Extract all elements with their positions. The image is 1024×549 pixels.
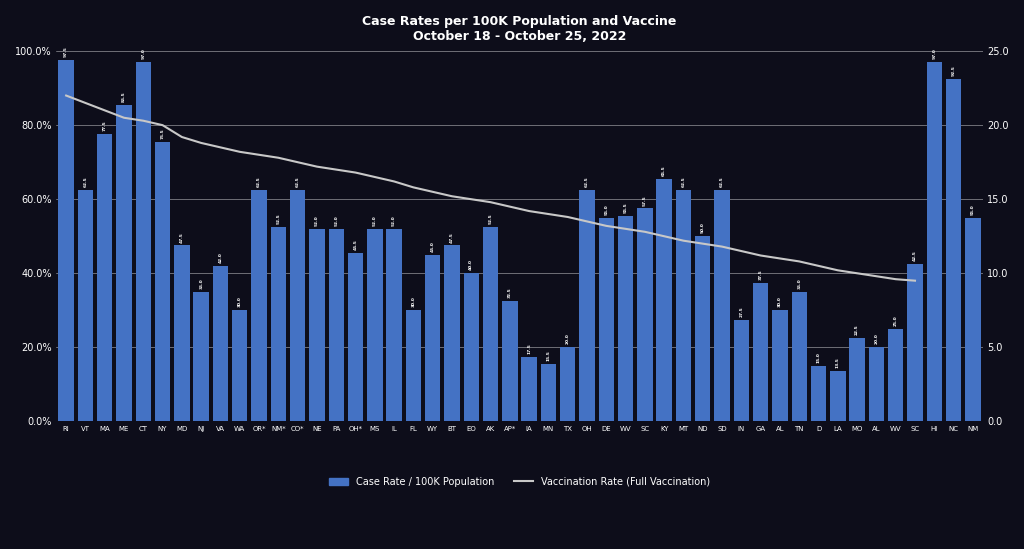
Text: 62.5: 62.5 [720, 176, 724, 187]
Bar [599, 218, 614, 422]
Bar [966, 218, 981, 422]
Legend: Case Rate / 100K Population, Vaccination Rate (Full Vaccination): Case Rate / 100K Population, Vaccination… [325, 473, 714, 491]
Bar [309, 229, 325, 422]
Bar [251, 190, 267, 422]
Bar [97, 135, 113, 422]
Text: 52.0: 52.0 [334, 215, 338, 226]
Text: 65.5: 65.5 [663, 165, 667, 176]
Bar [425, 255, 440, 422]
Bar [58, 60, 74, 422]
Bar [194, 292, 209, 422]
Bar [907, 264, 923, 422]
Bar [656, 179, 672, 422]
Text: 62.5: 62.5 [682, 176, 685, 187]
Text: 92.5: 92.5 [951, 65, 955, 76]
Text: 52.5: 52.5 [488, 214, 493, 224]
Title: Case Rates per 100K Population and Vaccine
October 18 - October 25, 2022: Case Rates per 100K Population and Vacci… [362, 15, 677, 43]
Text: 97.0: 97.0 [932, 48, 936, 59]
Bar [541, 364, 556, 422]
Bar [78, 190, 93, 422]
Bar [521, 357, 537, 422]
Text: 55.5: 55.5 [624, 202, 628, 213]
Text: 25.0: 25.0 [894, 315, 898, 326]
Text: 77.5: 77.5 [102, 121, 106, 131]
Bar [502, 301, 517, 422]
Bar [348, 253, 364, 422]
Bar [830, 371, 846, 422]
Text: 32.5: 32.5 [508, 288, 512, 298]
Text: 52.0: 52.0 [373, 215, 377, 226]
Text: 40.0: 40.0 [469, 259, 473, 270]
Bar [367, 229, 383, 422]
Bar [329, 229, 344, 422]
Text: 85.5: 85.5 [122, 91, 126, 102]
Bar [617, 216, 633, 422]
Text: 57.5: 57.5 [643, 195, 647, 205]
Text: 17.5: 17.5 [527, 343, 531, 354]
Text: 52.5: 52.5 [276, 214, 281, 224]
Text: 62.5: 62.5 [585, 176, 589, 187]
Bar [406, 310, 421, 422]
Bar [811, 366, 826, 422]
Text: 45.0: 45.0 [431, 241, 434, 252]
Text: 15.0: 15.0 [816, 352, 820, 363]
Text: 55.0: 55.0 [971, 204, 975, 215]
Bar [135, 62, 151, 422]
Bar [868, 348, 884, 422]
Bar [772, 310, 787, 422]
Bar [155, 142, 170, 422]
Text: 97.0: 97.0 [141, 48, 145, 59]
Bar [464, 273, 479, 422]
Text: 97.5: 97.5 [65, 47, 69, 58]
Bar [715, 190, 730, 422]
Text: 37.5: 37.5 [759, 269, 763, 279]
Bar [849, 338, 865, 422]
Text: 62.5: 62.5 [257, 176, 261, 187]
Text: 30.0: 30.0 [238, 296, 242, 307]
Text: 75.5: 75.5 [161, 128, 165, 139]
Bar [753, 283, 768, 422]
Bar [792, 292, 807, 422]
Bar [117, 105, 132, 422]
Text: 45.5: 45.5 [353, 239, 357, 250]
Text: 42.0: 42.0 [218, 252, 222, 263]
Bar [888, 329, 903, 422]
Text: 47.5: 47.5 [450, 232, 454, 243]
Text: 30.0: 30.0 [412, 296, 416, 307]
Text: 47.5: 47.5 [180, 232, 184, 243]
Bar [637, 209, 652, 422]
Bar [483, 227, 499, 422]
Text: 42.5: 42.5 [913, 250, 916, 261]
Text: 13.5: 13.5 [836, 358, 840, 368]
Text: 20.0: 20.0 [565, 333, 569, 344]
Text: 50.0: 50.0 [700, 222, 705, 233]
Bar [444, 245, 460, 422]
Bar [232, 310, 248, 422]
Text: 52.0: 52.0 [315, 215, 318, 226]
Text: 27.5: 27.5 [739, 306, 743, 317]
Text: 62.5: 62.5 [83, 176, 87, 187]
Bar [580, 190, 595, 422]
Bar [386, 229, 401, 422]
Bar [676, 190, 691, 422]
Bar [927, 62, 942, 422]
Bar [213, 266, 228, 422]
Bar [695, 236, 711, 422]
Bar [290, 190, 305, 422]
Text: 20.0: 20.0 [874, 333, 879, 344]
Text: 55.0: 55.0 [604, 204, 608, 215]
Bar [560, 348, 575, 422]
Bar [733, 320, 750, 422]
Text: 62.5: 62.5 [296, 176, 300, 187]
Bar [270, 227, 286, 422]
Text: 22.5: 22.5 [855, 324, 859, 335]
Text: 30.0: 30.0 [778, 296, 782, 307]
Bar [174, 245, 189, 422]
Text: 35.0: 35.0 [798, 278, 801, 289]
Bar [946, 79, 962, 422]
Text: 52.0: 52.0 [392, 215, 396, 226]
Text: 15.5: 15.5 [547, 350, 551, 361]
Text: 35.0: 35.0 [200, 278, 203, 289]
